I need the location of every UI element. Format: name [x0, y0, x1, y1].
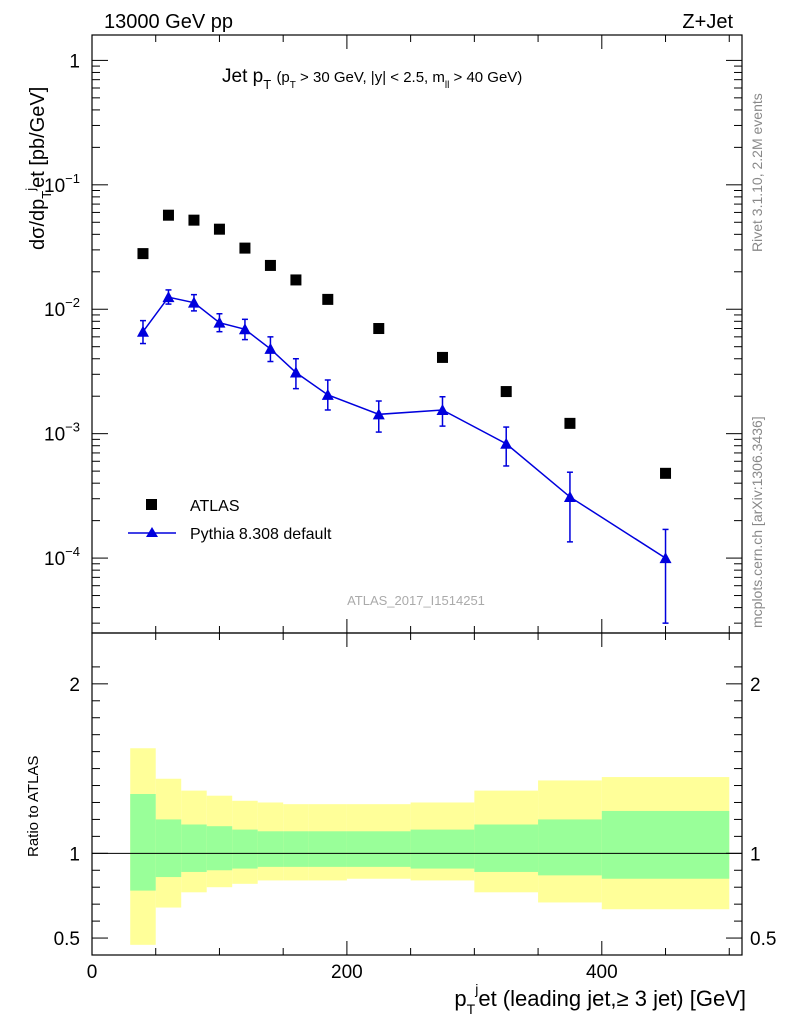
ratio-band-inner-10: [474, 824, 539, 872]
rivet-version-label: Rivet 3.1.10, 2.2M events: [749, 93, 765, 252]
ratio-band-inner-6: [283, 831, 309, 867]
atlas-point-11: [564, 417, 576, 429]
plot-title: Jet pT (pT > 30 GeV, |y| < 2.5, mll > 40…: [222, 66, 522, 92]
legend-label-mc: Pythia 8.308 default: [190, 526, 332, 543]
ratio-band-inner-7: [308, 831, 347, 867]
ratio-y-tick-label-right-0: 0.5: [750, 929, 776, 950]
atlas-point-3: [213, 223, 225, 235]
legend: ATLAS Pythia 8.308 default: [128, 498, 332, 543]
ratio-panel-frame: [91, 632, 743, 956]
atlas-point-0: [137, 248, 149, 260]
analysis-watermark: ATLAS_2017_I1514251: [347, 593, 485, 608]
y-tick-label-3: 10−3: [44, 420, 80, 446]
axis-tick-labels: 0 200 400 1 10−1 10−2 10−3 10−4 0.5 0.5 1 1 2 2: [44, 51, 776, 983]
ratio-band-inner-2: [181, 824, 207, 872]
legend-marker-mc: [146, 527, 158, 537]
mc-point-2: [187, 296, 200, 308]
y-tick-label-0: 1: [69, 51, 80, 72]
x-tick-label-400: 400: [586, 962, 618, 983]
ratio-band-inner-8: [346, 831, 411, 867]
x-tick-label-0: 0: [87, 962, 98, 983]
mc-point-10: [500, 437, 513, 449]
mc-point-11: [563, 490, 576, 502]
ratio-band-inner-5: [257, 831, 284, 867]
mc-point-6: [289, 366, 302, 378]
atlas-point-2: [188, 214, 200, 226]
ratio-y-axis-label: Ratio to ATLAS: [25, 756, 42, 857]
mc-point-0: [136, 325, 149, 337]
ratio-y-tick-label-right-1: 1: [750, 844, 761, 865]
process-label: Z+Jet: [682, 11, 733, 33]
ratio-band-inner-3: [206, 826, 233, 871]
mc-point-7: [321, 388, 334, 400]
mc-point-4: [238, 323, 251, 335]
mc-point-3: [213, 316, 226, 328]
ratio-band-inner-12: [601, 810, 730, 879]
y-tick-label-2: 10−2: [44, 295, 80, 321]
mc-point-9: [436, 403, 449, 415]
atlas-point-12: [660, 467, 672, 479]
ratio-band-inner-1: [155, 819, 182, 878]
mc-point-1: [162, 291, 175, 303]
ratio-y-tick-label-right-2: 2: [750, 675, 761, 696]
x-axis-label: pTjet (leading jet,≥ 3 jet) [GeV]: [454, 981, 746, 1017]
ratio-y-tick-label-left-1: 1: [69, 844, 80, 865]
energy-label: 13000 GeV pp: [104, 11, 233, 33]
atlas-point-1: [162, 209, 174, 221]
ratio-band-inner-11: [538, 819, 602, 876]
x-tick-label-200: 200: [331, 962, 363, 983]
axis-ticks: [91, 35, 742, 955]
atlas-point-6: [290, 274, 302, 286]
atlas-point-9: [436, 351, 448, 363]
ratio-uncertainty-bands: [130, 748, 730, 945]
atlas-point-4: [239, 242, 251, 254]
ratio-band-inner-4: [232, 829, 258, 869]
atlas-point-7: [322, 293, 334, 305]
source-label: mcplots.cern.ch [arXiv:1306.3436]: [749, 416, 765, 628]
mc-point-12: [659, 552, 672, 564]
ratio-band-inner-9: [410, 829, 475, 869]
ratio-y-tick-label-left-2: 2: [69, 675, 80, 696]
ratio-band-inner-0: [130, 794, 156, 891]
y-tick-label-1: 10−1: [44, 171, 80, 197]
atlas-point-10: [500, 386, 512, 398]
legend-label-atlas: ATLAS: [190, 498, 240, 515]
ratio-y-tick-label-left-0: 0.5: [54, 929, 80, 950]
mc-line: [142, 296, 666, 559]
mc-point-8: [372, 408, 385, 420]
atlas-point-5: [264, 259, 276, 271]
y-tick-label-4: 10−4: [44, 544, 80, 570]
main-panel-content: [136, 209, 672, 624]
y-axis-label: dσ/dpTjet [pb/GeV]: [23, 87, 54, 250]
atlas-point-8: [373, 323, 385, 335]
legend-marker-atlas: [146, 499, 157, 510]
main-panel-frame: [91, 34, 743, 634]
mc-point-5: [264, 342, 277, 354]
